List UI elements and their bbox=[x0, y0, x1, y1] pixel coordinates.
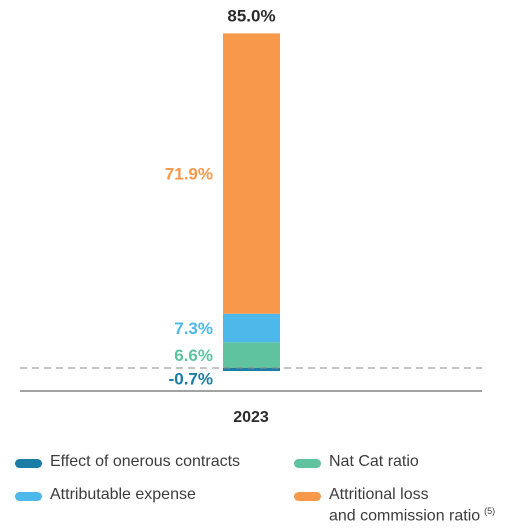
data-label-1: 6.6% bbox=[174, 346, 213, 365]
total-label: 85.0% bbox=[227, 6, 275, 25]
bar-segment-3 bbox=[223, 33, 280, 314]
bar-segment-0 bbox=[223, 368, 280, 371]
data-label-3: 71.9% bbox=[165, 165, 213, 184]
bar-segment-2 bbox=[223, 313, 280, 343]
data-label-0: -0.7% bbox=[169, 370, 213, 389]
data-label-2: 7.3% bbox=[174, 319, 213, 338]
x-tick-label-2023: 2023 bbox=[233, 409, 269, 426]
bar-segment-1 bbox=[223, 342, 280, 368]
